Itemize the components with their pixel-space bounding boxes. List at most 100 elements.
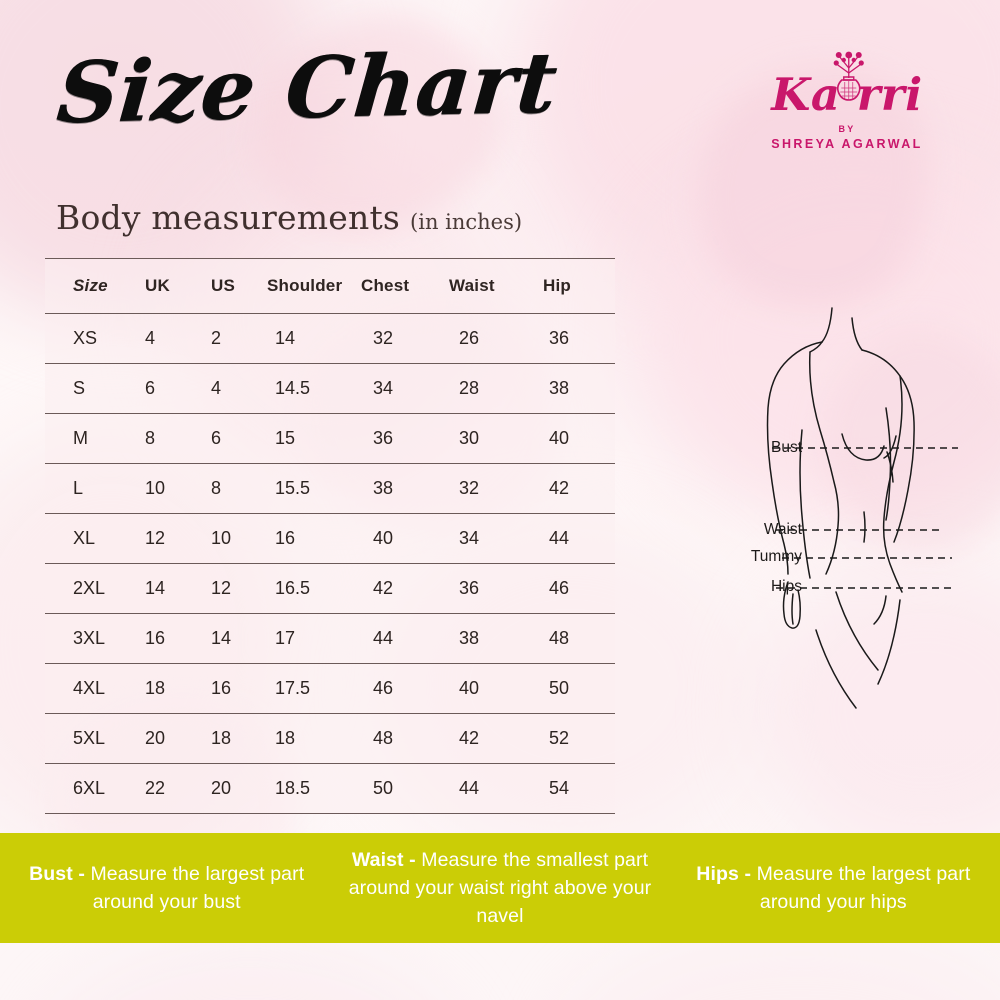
cell-us: 20: [183, 763, 253, 814]
measurement-label-tummy: Tummy: [750, 548, 802, 565]
cell-shoulder: 14: [253, 313, 349, 364]
column-header-us: US: [183, 258, 253, 314]
cell-hip: 44: [515, 513, 615, 564]
instruction-waist: Waist - Measure the smallest part around…: [333, 846, 666, 931]
cell-shoulder: 15.5: [253, 463, 349, 514]
female-body-line-art-icon: [766, 307, 958, 709]
table-body: XS 4 2 14 32 26 36 S 6 4 14.5 34 28 38 M 8 6 15 36 30 40 L…: [45, 313, 615, 814]
cell-us: 10: [183, 513, 253, 564]
size-table: Size UK US Shoulder Chest Waist Hip XS 4 2…: [45, 258, 615, 814]
column-header-waist: Waist: [427, 258, 515, 314]
measurement-label-bust: Bust: [770, 439, 802, 456]
brand-logo: Ka rri: [752, 51, 942, 170]
measurement-guide-lines: [772, 447, 958, 589]
column-header-shoulder: Shoulder: [253, 258, 349, 314]
cell-waist: 40: [427, 663, 515, 714]
measurement-label-waist: Waist: [763, 521, 802, 538]
cell-uk: 6: [117, 363, 183, 414]
cell-us: 2: [183, 313, 253, 364]
cell-hip: 40: [515, 413, 615, 464]
logo-by-label: BY: [838, 124, 856, 134]
cell-hip: 42: [515, 463, 615, 514]
cell-size: 3XL: [45, 613, 117, 664]
cell-hip: 38: [515, 363, 615, 414]
cell-waist: 36: [427, 563, 515, 614]
cell-uk: 12: [117, 513, 183, 564]
measurement-instructions-banner: Bust - Measure the largest part around y…: [0, 833, 1000, 943]
brand-name: Ka rri: [752, 51, 942, 117]
cell-shoulder: 18: [253, 713, 349, 764]
cell-chest: 50: [349, 763, 427, 814]
cell-waist: 30: [427, 413, 515, 464]
flower-vase-icon: [833, 51, 864, 101]
cell-chest: 34: [349, 363, 427, 414]
cell-us: 4: [183, 363, 253, 414]
cell-shoulder: 18.5: [253, 763, 349, 814]
table-row: 2XL 14 12 16.5 42 36 46: [45, 563, 615, 614]
page-title: Size Chart: [53, 32, 562, 143]
cell-size: XL: [45, 513, 117, 564]
cell-size: 6XL: [45, 763, 117, 814]
column-header-uk: UK: [117, 258, 183, 314]
size-table-container: Size UK US Shoulder Chest Waist Hip XS 4 2…: [45, 258, 615, 814]
cell-us: 16: [183, 663, 253, 714]
cell-hip: 54: [515, 763, 615, 814]
instruction-hips-term: Hips -: [696, 862, 752, 885]
column-header-hip: Hip: [515, 258, 615, 314]
cell-us: 18: [183, 713, 253, 764]
cell-chest: 40: [349, 513, 427, 564]
instruction-hips: Hips - Measure the largest part around y…: [667, 860, 1000, 917]
subtitle: Body measurements: [56, 198, 401, 237]
cell-chest: 42: [349, 563, 427, 614]
cell-uk: 16: [117, 613, 183, 664]
table-row: 5XL 20 18 18 48 42 52: [45, 713, 615, 764]
table-row: XS 4 2 14 32 26 36: [45, 313, 615, 364]
cell-size: XS: [45, 313, 117, 364]
cell-shoulder: 16.5: [253, 563, 349, 614]
table-row: S 6 4 14.5 34 28 38: [45, 363, 615, 414]
cell-us: 14: [183, 613, 253, 664]
table-header-row: Size UK US Shoulder Chest Waist Hip: [45, 258, 615, 314]
instruction-bust: Bust - Measure the largest part around y…: [0, 860, 333, 917]
cell-chest: 44: [349, 613, 427, 664]
body-figure-diagram: Bust Waist Tummy Hips: [690, 300, 990, 800]
cell-waist: 38: [427, 613, 515, 664]
subtitle-group: Body measurements (in inches): [56, 198, 522, 237]
cell-size: L: [45, 463, 117, 514]
table-header: Size UK US Shoulder Chest Waist Hip: [45, 258, 615, 314]
cell-us: 6: [183, 413, 253, 464]
cell-waist: 32: [427, 463, 515, 514]
cell-us: 8: [183, 463, 253, 514]
cell-chest: 48: [349, 713, 427, 764]
cell-waist: 34: [427, 513, 515, 564]
cell-chest: 32: [349, 313, 427, 364]
cell-shoulder: 17: [253, 613, 349, 664]
instruction-hips-text: Measure the largest part around your hip…: [751, 862, 971, 913]
instruction-waist-term: Waist -: [351, 848, 416, 871]
cell-waist: 26: [427, 313, 515, 364]
cell-hip: 46: [515, 563, 615, 614]
cell-uk: 10: [117, 463, 183, 514]
subtitle-unit-note: (in inches): [410, 210, 523, 234]
cell-size: M: [45, 413, 117, 464]
cell-us: 12: [183, 563, 253, 614]
instruction-bust-term: Bust -: [29, 862, 85, 885]
column-header-size: Size: [45, 258, 117, 314]
table-row: 4XL 18 16 17.5 46 40 50: [45, 663, 615, 714]
cell-shoulder: 17.5: [253, 663, 349, 714]
cell-size: S: [45, 363, 117, 414]
cell-uk: 8: [117, 413, 183, 464]
cell-uk: 20: [117, 713, 183, 764]
cell-size: 2XL: [45, 563, 117, 614]
cell-hip: 48: [515, 613, 615, 664]
cell-size: 4XL: [45, 663, 117, 714]
cell-shoulder: 16: [253, 513, 349, 564]
measurement-label-hips: Hips: [770, 578, 802, 595]
cell-chest: 36: [349, 413, 427, 464]
cell-waist: 44: [427, 763, 515, 814]
cell-uk: 4: [117, 313, 183, 364]
cell-uk: 22: [117, 763, 183, 814]
instruction-waist-text: Measure the smallest part around your wa…: [348, 848, 652, 928]
cell-hip: 52: [515, 713, 615, 764]
